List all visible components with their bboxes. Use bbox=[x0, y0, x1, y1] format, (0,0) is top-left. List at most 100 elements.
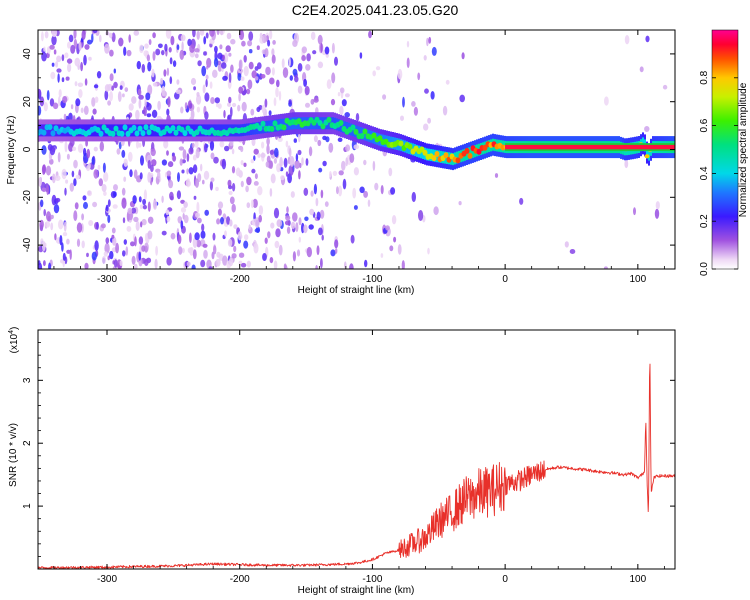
spectrogram-noise-cell bbox=[273, 260, 278, 269]
spectrogram-noise-cell bbox=[338, 170, 344, 176]
spectrogram-noise-cell bbox=[271, 48, 275, 56]
spectrogram-track-core bbox=[467, 152, 473, 159]
spectrogram-noise-cell bbox=[113, 191, 117, 198]
spectrogram-noise-cell bbox=[175, 89, 181, 95]
snr-x-tick-label: 100 bbox=[629, 574, 646, 585]
spectrogram-noise-cell bbox=[139, 44, 144, 54]
spectrogram-noise-cell bbox=[391, 215, 397, 225]
spectrogram-noise-cell bbox=[94, 240, 99, 251]
spectrogram-track-core bbox=[161, 129, 167, 136]
snr-y-axis-label: SNR (10 * v/v) bbox=[8, 423, 19, 487]
spectrogram-noise-cell bbox=[158, 43, 163, 49]
spectrogram-noise-cell bbox=[292, 68, 298, 76]
spectrogram-noise-cell bbox=[260, 152, 266, 158]
spectrogram-noise-cell bbox=[203, 170, 210, 180]
spectrogram-noise-cell bbox=[244, 234, 249, 241]
spectrogram-x-tick-label: -200 bbox=[230, 274, 250, 285]
spectrogram-noise-cell bbox=[112, 236, 117, 246]
spectrogram-noise-cell bbox=[269, 257, 274, 264]
spectrogram-noise-cell bbox=[181, 41, 184, 52]
spectrogram-noise-cell bbox=[61, 77, 65, 83]
spectrogram-noise-cell bbox=[251, 70, 257, 79]
spectrogram-noise-cell bbox=[270, 222, 275, 229]
spectrogram-noise-cell bbox=[38, 262, 43, 269]
spectrogram-x-tick-label: 0 bbox=[502, 274, 508, 285]
spectrogram-noise-cell bbox=[254, 228, 260, 233]
spectrogram-noise-cell bbox=[285, 140, 289, 148]
spectrogram-noise-cell bbox=[144, 98, 147, 108]
spectrogram-noise-cell bbox=[209, 140, 215, 151]
spectrogram-noise-cell bbox=[209, 30, 215, 37]
spectrogram-noise-cell bbox=[172, 60, 177, 67]
spectrogram-noise-cell bbox=[78, 41, 82, 51]
snr-line bbox=[38, 363, 675, 569]
spectrogram-noise-cell bbox=[313, 97, 319, 103]
spectrogram-noise-cell bbox=[66, 58, 73, 64]
spectrogram-noise-cell bbox=[227, 179, 232, 187]
spectrogram-noise-cell bbox=[286, 206, 289, 214]
spectrogram-noise-cell bbox=[331, 42, 335, 54]
spectrogram-noise-cell bbox=[253, 155, 256, 161]
spectrogram-track-body bbox=[466, 148, 468, 160]
snr-frame bbox=[37, 329, 676, 570]
spectrogram-noise-cell bbox=[203, 51, 207, 56]
spectrogram-track-body bbox=[358, 126, 360, 139]
spectrogram-noise-cell bbox=[54, 233, 57, 241]
spectrogram-noise-cell bbox=[48, 262, 52, 269]
spectrogram-noise-cell bbox=[332, 170, 338, 176]
spectrogram-noise-cell bbox=[352, 187, 357, 199]
spectrogram-track-body bbox=[310, 117, 312, 130]
spectrogram-noise-cell bbox=[188, 147, 194, 155]
spectrogram-noise-cell bbox=[205, 74, 209, 80]
spectrogram-x-tick-label: -300 bbox=[97, 274, 117, 285]
spectrogram-track-core bbox=[326, 116, 332, 123]
spectrogram-noise-cell bbox=[294, 159, 300, 169]
spectrogram-noise-cell bbox=[189, 44, 195, 53]
spectrogram-noise-cell bbox=[51, 35, 57, 46]
spectrogram-track-body bbox=[50, 124, 52, 137]
spectrogram-noise-cell bbox=[137, 88, 142, 96]
spectrogram-noise-cell bbox=[74, 81, 78, 87]
spectrogram-noise-cell bbox=[368, 30, 372, 39]
spectrogram-noise-cell bbox=[401, 260, 405, 269]
spectrogram-noise-cell bbox=[70, 104, 74, 110]
spectrogram-noise-cell bbox=[121, 197, 127, 209]
spectrogram-noise-cell bbox=[201, 65, 207, 77]
snr-x-tick-label: -300 bbox=[97, 574, 117, 585]
spectrogram-noise-cell bbox=[349, 263, 354, 269]
spectrogram-noise-cell bbox=[111, 227, 116, 234]
spectrogram-noise-cell bbox=[273, 207, 280, 219]
spectrogram-track-core bbox=[182, 130, 188, 137]
spectrogram-noise-cell bbox=[113, 81, 118, 89]
spectrogram-noise-cell bbox=[397, 244, 402, 255]
spectrogram-noise-cell bbox=[424, 88, 429, 94]
spectrogram-noise-cell bbox=[238, 252, 245, 258]
spectrogram-noise-cell bbox=[91, 251, 97, 261]
spectrogram-noise-cell bbox=[135, 221, 140, 231]
spectrogram-noise-cell bbox=[150, 148, 156, 157]
spectrogram-track-body bbox=[120, 124, 122, 137]
spectrogram-track-core bbox=[47, 124, 53, 130]
spectrogram-noise-cell bbox=[288, 57, 291, 67]
spectrogram-noise-cell bbox=[77, 143, 84, 153]
spectrogram-noise-cell bbox=[337, 92, 341, 97]
spectrogram-noise-cell bbox=[213, 57, 219, 68]
spectrogram-noise-cell bbox=[442, 105, 448, 116]
spectrogram-noise-cell bbox=[83, 201, 88, 210]
spectrogram-noise-cell bbox=[385, 225, 390, 231]
spectrogram-noise-cell bbox=[112, 204, 118, 209]
spectrogram-track-core bbox=[122, 124, 128, 131]
spectrogram-noise-cell bbox=[161, 159, 167, 166]
spectrogram-noise-cell bbox=[306, 246, 312, 258]
spectrogram-noise-cell bbox=[240, 146, 244, 153]
spectrogram-noise-cell bbox=[564, 241, 569, 248]
spectrogram-noise-cell bbox=[118, 37, 124, 47]
spectrogram-noise-cell bbox=[70, 44, 76, 54]
spectrogram-noise-cell bbox=[121, 149, 126, 158]
spectrogram-track-core bbox=[377, 135, 383, 142]
spectrogram-noise-cell bbox=[257, 186, 263, 196]
spectrogram-noise-cell bbox=[393, 236, 397, 243]
colorbar-gradient bbox=[711, 29, 739, 270]
spectrogram-noise-cell bbox=[247, 40, 253, 47]
spectrogram-noise-cell bbox=[56, 68, 62, 73]
